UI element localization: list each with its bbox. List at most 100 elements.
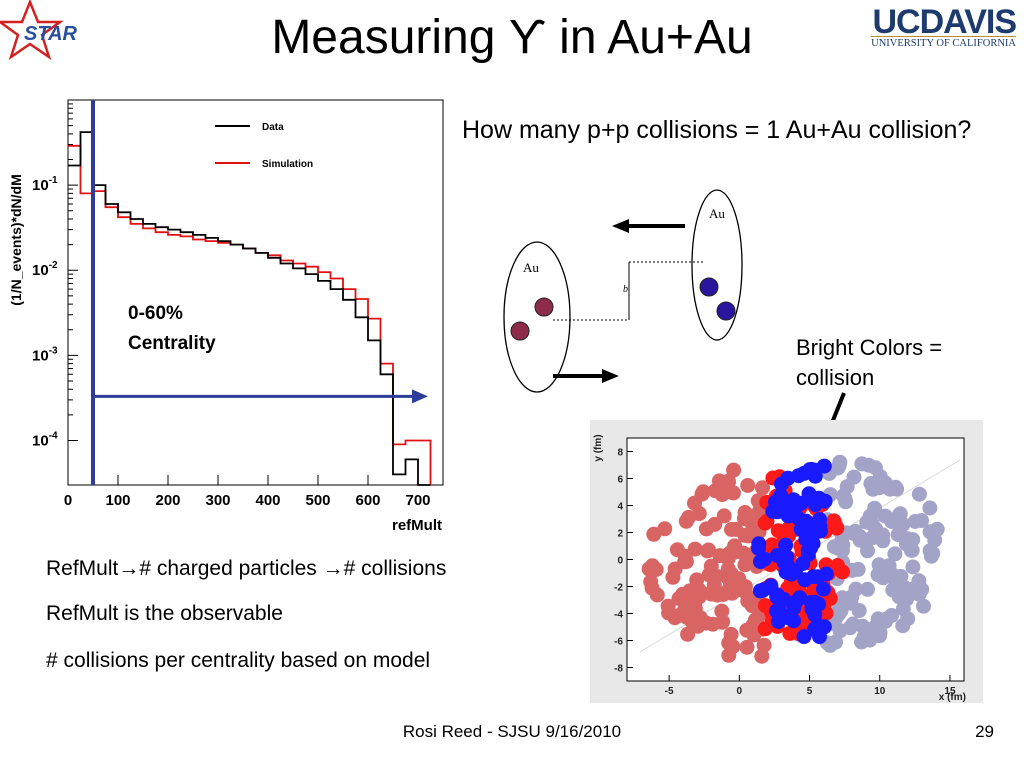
nucleon-point bbox=[854, 634, 869, 650]
nucleon-point bbox=[667, 610, 683, 626]
legend-data-label: Data bbox=[262, 122, 284, 133]
histogram-y-axis-label: (1/N_events)*dN/dM bbox=[8, 174, 24, 305]
histogram-x-tick-label: 200 bbox=[155, 492, 180, 509]
nucleon-point bbox=[725, 485, 741, 501]
nucleon-point bbox=[804, 601, 820, 617]
nucleon-point bbox=[701, 542, 716, 558]
nucleon-right-2 bbox=[716, 301, 736, 321]
histogram-y-tick-label: 10-1 bbox=[32, 175, 58, 194]
nucleon-point bbox=[739, 639, 755, 655]
nucleon-point bbox=[817, 493, 833, 509]
question-text: How many p+p collisions = 1 Au+Au collis… bbox=[462, 116, 972, 144]
bright-colors-note-line1: Bright Colors = bbox=[796, 335, 943, 360]
nucleon-point bbox=[648, 562, 664, 577]
scatter-x-tick-label: 0 bbox=[737, 686, 743, 697]
star-logo: STAR bbox=[0, 0, 100, 62]
scatter-y-tick-label: 6 bbox=[617, 475, 623, 486]
direction-arrow-right-nucleus-head bbox=[612, 219, 629, 233]
histogram-y-tick-label: 10-4 bbox=[32, 430, 58, 449]
centrality-arrow-head bbox=[412, 389, 428, 404]
histogram-y-tick-exponent: -4 bbox=[49, 430, 58, 441]
impact-parameter-label: b bbox=[623, 284, 628, 295]
nucleon-point bbox=[914, 513, 929, 529]
nucleon-point bbox=[739, 622, 755, 638]
bullet-refmult-mapping: RefMult→# charged particles →# collision… bbox=[46, 557, 447, 580]
nucleon-point bbox=[755, 480, 770, 496]
nucleon-point bbox=[679, 609, 695, 625]
histogram-x-tick-label: 300 bbox=[205, 492, 230, 509]
histogram-y-tick-label: 10-3 bbox=[32, 345, 58, 364]
nucleon-point bbox=[837, 491, 853, 507]
nucleon-point bbox=[795, 556, 811, 572]
nucleon-point bbox=[678, 554, 694, 570]
nucleon-point bbox=[681, 509, 697, 525]
data-series-line bbox=[68, 131, 431, 486]
bright-colors-note-line2: collision bbox=[796, 365, 875, 390]
nucleon-point bbox=[698, 615, 714, 631]
nucleon-point bbox=[798, 531, 814, 547]
nucleon-point bbox=[911, 486, 927, 502]
histogram-x-tick-label: 0 bbox=[64, 492, 72, 509]
scatter-y-tick-label: 2 bbox=[617, 529, 623, 540]
scatter-x-axis-label: x (fm) bbox=[939, 692, 966, 703]
nucleon-point bbox=[860, 581, 875, 597]
nucleus-right-label: Au bbox=[709, 206, 725, 221]
nucleon-point bbox=[765, 503, 781, 519]
nucleon-point bbox=[864, 516, 880, 532]
centrality-label-line1: 0-60% bbox=[128, 303, 183, 324]
nucleon-point bbox=[716, 508, 732, 524]
nucleon-point bbox=[695, 484, 711, 500]
nucleon-point bbox=[904, 542, 920, 558]
histogram-x-tick-label: 500 bbox=[305, 492, 330, 509]
nucleon-right-1 bbox=[699, 277, 719, 297]
nucleon-point bbox=[740, 478, 756, 493]
nucleon-point bbox=[709, 587, 725, 603]
nucleon-point bbox=[709, 568, 725, 584]
scatter-y-tick-label: 4 bbox=[617, 502, 623, 513]
histogram-x-tick-label: 400 bbox=[255, 492, 280, 509]
nucleon-point bbox=[855, 618, 871, 634]
page-title: Measuring ϒ in Au+Au bbox=[271, 11, 753, 64]
university-logo: UCDAVIS bbox=[872, 3, 1017, 41]
nucleon-point bbox=[757, 515, 773, 531]
page-number: 29 bbox=[975, 722, 994, 741]
nucleon-point bbox=[871, 557, 887, 573]
nucleon-point bbox=[671, 591, 687, 606]
nucleon-point bbox=[769, 589, 785, 605]
histogram-y-tick-exponent: -1 bbox=[49, 175, 58, 186]
nucleon-point bbox=[812, 518, 828, 534]
nucleon-point bbox=[850, 561, 866, 577]
legend-simulation-label: Simulation bbox=[262, 159, 313, 170]
nucleon-point bbox=[722, 574, 738, 590]
nucleon-point bbox=[723, 626, 739, 642]
nucleon-point bbox=[815, 581, 831, 597]
direction-arrow-left-nucleus-head bbox=[602, 369, 619, 383]
scatter-y-axis-label: y (fm) bbox=[593, 434, 604, 461]
scatter-x-tick-label: 5 bbox=[807, 686, 813, 697]
nucleon-point bbox=[714, 614, 730, 630]
histogram-x-tick-label: 700 bbox=[405, 492, 430, 509]
nucleon-point bbox=[922, 500, 938, 516]
nucleon-point bbox=[830, 558, 846, 574]
centrality-label-line2: Centrality bbox=[128, 333, 216, 354]
nucleon-point bbox=[680, 626, 696, 642]
nucleon-point bbox=[657, 521, 673, 537]
nucleon-point bbox=[773, 488, 789, 503]
nucleon-point bbox=[812, 629, 827, 645]
nucleon-point bbox=[714, 603, 730, 619]
nucleon-point bbox=[685, 594, 701, 609]
scatter-x-tick-label: -5 bbox=[665, 686, 674, 697]
nucleon-point bbox=[818, 566, 834, 582]
nucleon-point bbox=[778, 537, 794, 553]
histogram-x-axis-label: refMult bbox=[392, 517, 442, 534]
histogram-x-tick-label: 100 bbox=[105, 492, 130, 509]
nucleon-point bbox=[726, 462, 742, 478]
nucleon-point bbox=[829, 520, 845, 536]
nucleon-point bbox=[916, 598, 931, 614]
bullet-collisions-model: # collisions per centrality based on mod… bbox=[46, 649, 431, 672]
nucleon-point bbox=[643, 574, 659, 590]
nucleon-point bbox=[877, 475, 893, 491]
nucleon-point bbox=[755, 582, 771, 598]
nucleon-point bbox=[867, 503, 883, 519]
nucleon-point bbox=[728, 521, 744, 537]
